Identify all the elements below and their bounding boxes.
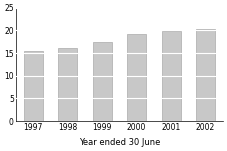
- Bar: [58, 48, 77, 121]
- Bar: [162, 31, 181, 121]
- X-axis label: Year ended 30 June: Year ended 30 June: [79, 138, 160, 147]
- Bar: [127, 34, 146, 121]
- Bar: [24, 51, 43, 121]
- Bar: [93, 42, 112, 121]
- Bar: [196, 29, 215, 121]
